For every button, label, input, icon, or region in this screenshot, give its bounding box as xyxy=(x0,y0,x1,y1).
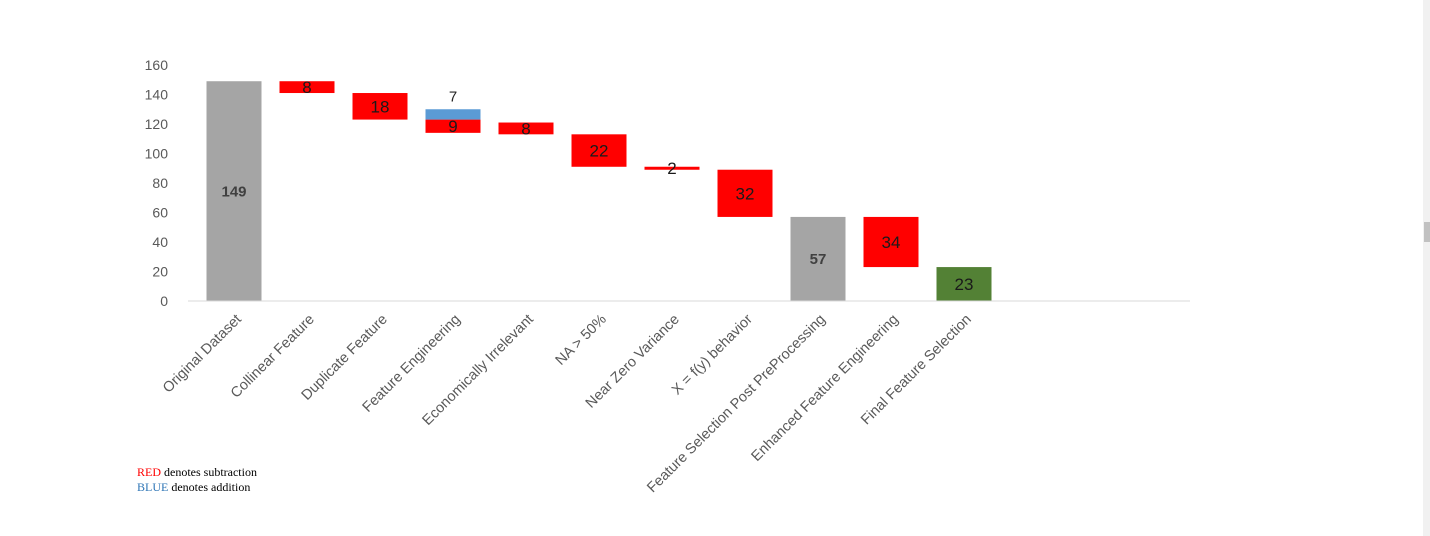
red-note-keyword: RED xyxy=(137,465,161,479)
blue-note: BLUE denotes addition xyxy=(137,480,257,495)
blue-note-text: denotes addition xyxy=(168,480,251,494)
data-label: 8 xyxy=(302,78,311,97)
x-category-label: Enhanced Feature Engineering xyxy=(749,312,902,465)
data-label: 2 xyxy=(667,159,676,178)
data-label: 22 xyxy=(590,142,609,161)
y-tick-label: 120 xyxy=(145,116,169,132)
decrease-bar xyxy=(352,93,408,120)
y-tick-label: 140 xyxy=(145,87,169,103)
decrease-bar xyxy=(644,166,700,170)
decrease-bar xyxy=(571,134,627,167)
data-label: 57 xyxy=(810,251,827,268)
blue-note-keyword: BLUE xyxy=(137,480,169,494)
red-note: RED denotes subtraction xyxy=(137,465,257,480)
decrease-bar xyxy=(279,81,335,94)
y-tick-label: 40 xyxy=(152,234,168,250)
y-tick-label: 80 xyxy=(152,175,168,191)
data-label: 7 xyxy=(449,88,457,105)
x-category-label: NA > 50% xyxy=(553,311,610,368)
vertical-scrollbar[interactable] xyxy=(1423,0,1430,536)
y-axis-tick-labels: 0 20 40 60 80 100 120 140 160 xyxy=(145,57,169,309)
red-note-text: denotes subtraction xyxy=(161,465,257,479)
x-category-label: Original Dataset xyxy=(160,312,245,397)
decrease-bar xyxy=(498,122,554,135)
scrollbar-thumb[interactable] xyxy=(1424,222,1430,242)
bars xyxy=(206,81,992,301)
data-label: 149 xyxy=(221,183,246,200)
data-label: 8 xyxy=(521,119,530,138)
data-label: 9 xyxy=(448,117,457,136)
y-tick-label: 100 xyxy=(145,146,169,162)
y-tick-label: 160 xyxy=(145,57,169,73)
data-label: 34 xyxy=(882,233,901,252)
data-label: 32 xyxy=(736,184,755,203)
y-tick-label: 60 xyxy=(152,205,168,221)
total-bar xyxy=(790,216,846,301)
total-bar xyxy=(206,81,262,301)
decrease-bar xyxy=(425,119,481,133)
y-tick-label: 20 xyxy=(152,264,168,280)
increase-bar xyxy=(425,109,481,120)
decrease-bar xyxy=(717,169,773,217)
decrease-bar xyxy=(863,216,919,268)
color-notes: RED denotes subtraction BLUE denotes add… xyxy=(137,465,257,495)
data-label: 18 xyxy=(371,97,390,116)
total-bar xyxy=(936,267,992,301)
data-label: 23 xyxy=(955,275,974,294)
y-tick-label: 0 xyxy=(160,293,168,309)
